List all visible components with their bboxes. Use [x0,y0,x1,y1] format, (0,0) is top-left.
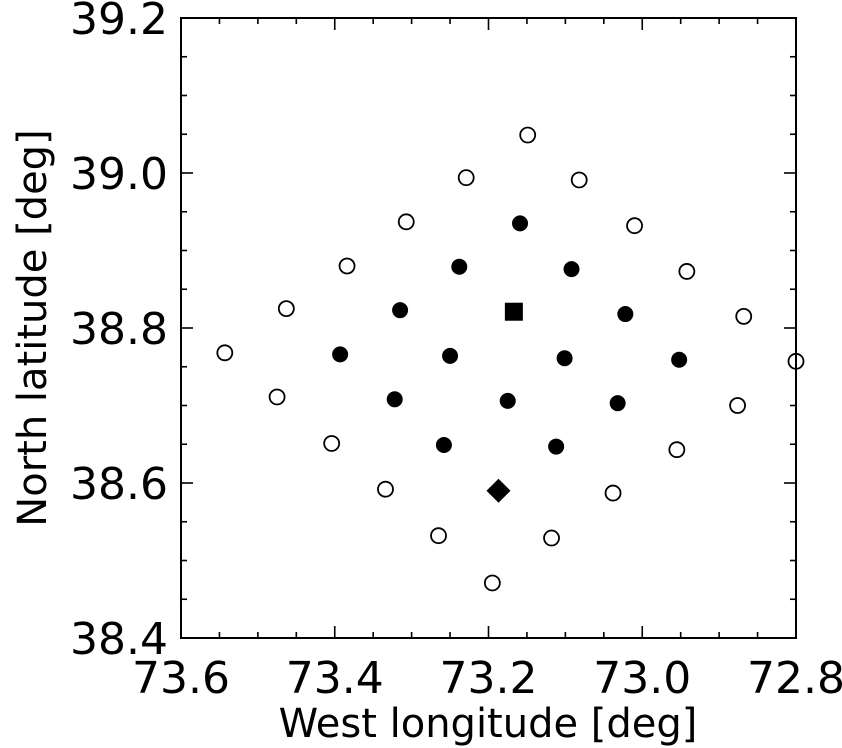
axis-ticks [180,17,797,639]
open-circle-point [377,480,394,498]
open-circle-point [216,344,234,362]
filled-circle-point [556,350,573,367]
open-circle-point [604,484,622,502]
open-circle-point [323,435,341,452]
open-circle-point [668,441,686,459]
open-circle-point [338,257,356,275]
y-tick-label: 38.6 [70,459,168,510]
filled-circle-point [332,346,349,363]
x-axis-title: West longitude [deg] [279,701,698,747]
filled-circle-point [442,347,459,364]
open-circle-point [729,397,746,414]
tick-labels: 73.6 73.4 73.2 73.0 72.8 38.4 38.6 38.8 39.0 39.2 [70,0,842,704]
data-points [216,126,805,592]
filled-circle-point [451,258,468,275]
open-circle-point [570,171,588,189]
x-tick-label: 73.0 [593,653,691,704]
y-tick-label: 38.4 [70,614,168,665]
filled-circle-point [499,392,516,409]
open-circle-point [519,126,537,144]
y-axis-title: North latitude [deg] [10,129,56,526]
filled-circle-point [563,261,580,278]
filled-square-point [504,302,523,321]
open-circle-point [626,217,643,235]
open-circle-point [277,300,295,318]
x-tick-label: 73.2 [440,653,538,704]
open-circle-point [397,213,415,231]
open-circle-point [678,263,696,280]
filled-circle-point [548,438,565,455]
filled-circle-point [392,302,409,319]
x-tick-label: 73.4 [286,653,384,704]
open-circle-point [735,307,753,325]
y-tick-label: 39.0 [70,149,168,200]
y-tick-label: 39.2 [70,0,168,45]
open-circle-point [543,529,560,547]
filled-circle-point [512,215,529,232]
open-circle-point [483,574,501,592]
filled-circle-point [386,391,403,408]
y-tick-label: 38.8 [70,304,168,355]
open-circle-point [457,169,475,187]
plot-frame [180,17,797,639]
filled-circle-point [609,395,626,412]
filled-circle-point [671,351,688,368]
filled-circle-point [435,437,452,454]
filled-circle-point [617,306,634,323]
open-circle-point [430,527,447,545]
filled-diamond-point [486,478,511,503]
x-tick-label: 73.6 [132,653,230,704]
open-circle-point [268,388,286,406]
x-tick-label: 72.8 [747,653,842,704]
